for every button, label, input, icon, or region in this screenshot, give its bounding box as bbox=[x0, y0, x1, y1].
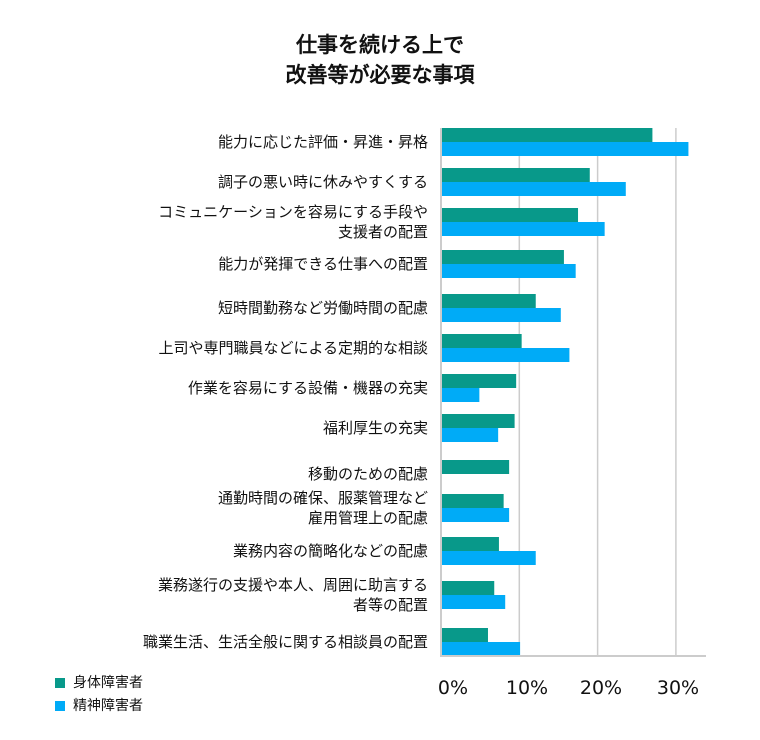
category-label: コミュニケーションを容易にする手段や支援者の配置 bbox=[28, 202, 428, 242]
bar-mental bbox=[441, 595, 506, 609]
bar-mental bbox=[441, 264, 576, 278]
chart-title-line2: 改善等が必要な事項 bbox=[285, 63, 475, 87]
legend-swatch bbox=[55, 701, 65, 711]
bar-physical bbox=[441, 250, 564, 264]
legend-label: 精神障害者 bbox=[73, 698, 143, 714]
category-label: 調子の悪い時に休みやすくする bbox=[28, 172, 428, 192]
category-label-line: 作業を容易にする設備・機器の充実 bbox=[187, 379, 428, 397]
category-label-line: 雇用管理上の配慮 bbox=[307, 509, 428, 527]
category-label-line: 移動のための配慮 bbox=[307, 465, 428, 483]
x-tick-label: 0% bbox=[437, 677, 469, 699]
x-tick-label: 20% bbox=[579, 677, 623, 699]
category-label-line: 支援者の配置 bbox=[337, 223, 428, 241]
bar-physical bbox=[441, 208, 579, 222]
x-tick-label: 30% bbox=[656, 677, 700, 699]
bar-physical bbox=[441, 294, 536, 308]
category-label-line: コミュニケーションを容易にする手段や bbox=[158, 203, 428, 221]
bar-mental bbox=[441, 388, 480, 402]
category-label: 業務遂行の支援や本人、周囲に助言する者等の配置 bbox=[28, 575, 428, 615]
legend-swatch bbox=[55, 678, 65, 688]
category-label: 能力が発揮できる仕事への配置 bbox=[28, 254, 428, 274]
category-label-line: 上司や専門職員などによる定期的な相談 bbox=[158, 339, 428, 357]
bar-physical bbox=[441, 168, 590, 182]
category-label: 移動のための配慮 bbox=[28, 464, 428, 484]
bar-physical bbox=[441, 537, 499, 551]
bar-physical bbox=[441, 334, 522, 348]
category-label-line: 業務内容の簡略化などの配慮 bbox=[232, 542, 428, 560]
bar-mental bbox=[441, 308, 561, 322]
category-label-line: 者等の配置 bbox=[352, 596, 428, 614]
bar-mental bbox=[441, 508, 510, 522]
bar-physical bbox=[441, 128, 653, 142]
category-label: 職業生活、生活全般に関する相談員の配置 bbox=[28, 632, 428, 652]
category-label: 業務内容の簡略化などの配慮 bbox=[28, 541, 428, 561]
category-label: 通勤時間の確保、服薬管理など雇用管理上の配慮 bbox=[28, 488, 428, 528]
legend-item-mental: 精神障害者 bbox=[55, 697, 143, 715]
category-label: 能力に応じた評価・昇進・昇格 bbox=[28, 132, 428, 152]
category-label: 上司や専門職員などによる定期的な相談 bbox=[28, 338, 428, 358]
x-tick-label: 10% bbox=[505, 677, 549, 699]
legend-label: 身体障害者 bbox=[73, 675, 143, 691]
bar-physical bbox=[441, 414, 515, 428]
bar-mental bbox=[441, 182, 626, 196]
category-label-line: 調子の悪い時に休みやすくする bbox=[217, 173, 428, 191]
category-label-line: 通勤時間の確保、服薬管理など bbox=[217, 489, 428, 507]
category-label: 短時間勤務など労働時間の配慮 bbox=[28, 298, 428, 318]
category-label-line: 短時間勤務など労働時間の配慮 bbox=[217, 299, 428, 317]
category-label-line: 業務遂行の支援や本人、周囲に助言する bbox=[157, 576, 428, 594]
bar-physical bbox=[441, 374, 517, 388]
bar-physical bbox=[441, 628, 488, 642]
bar-mental bbox=[441, 642, 521, 656]
bar-physical bbox=[441, 581, 495, 595]
bar-physical bbox=[441, 494, 504, 508]
chart-title-line1: 仕事を続ける上で bbox=[296, 33, 464, 57]
category-label-line: 能力に応じた評価・昇進・昇格 bbox=[217, 133, 428, 151]
category-label-line: 福利厚生の充実 bbox=[322, 419, 428, 437]
category-label-line: 能力が発揮できる仕事への配置 bbox=[218, 255, 428, 273]
bar-mental bbox=[441, 428, 499, 442]
bar-mental bbox=[441, 551, 536, 565]
bar-mental bbox=[441, 348, 570, 362]
category-label-line: 職業生活、生活全般に関する相談員の配置 bbox=[142, 633, 428, 651]
category-label: 福利厚生の充実 bbox=[28, 418, 428, 438]
legend-item-physical: 身体障害者 bbox=[55, 674, 143, 692]
category-label: 作業を容易にする設備・機器の充実 bbox=[28, 378, 428, 398]
bar-mental bbox=[441, 142, 689, 156]
bar-mental bbox=[441, 222, 605, 236]
bar-physical bbox=[441, 460, 510, 474]
